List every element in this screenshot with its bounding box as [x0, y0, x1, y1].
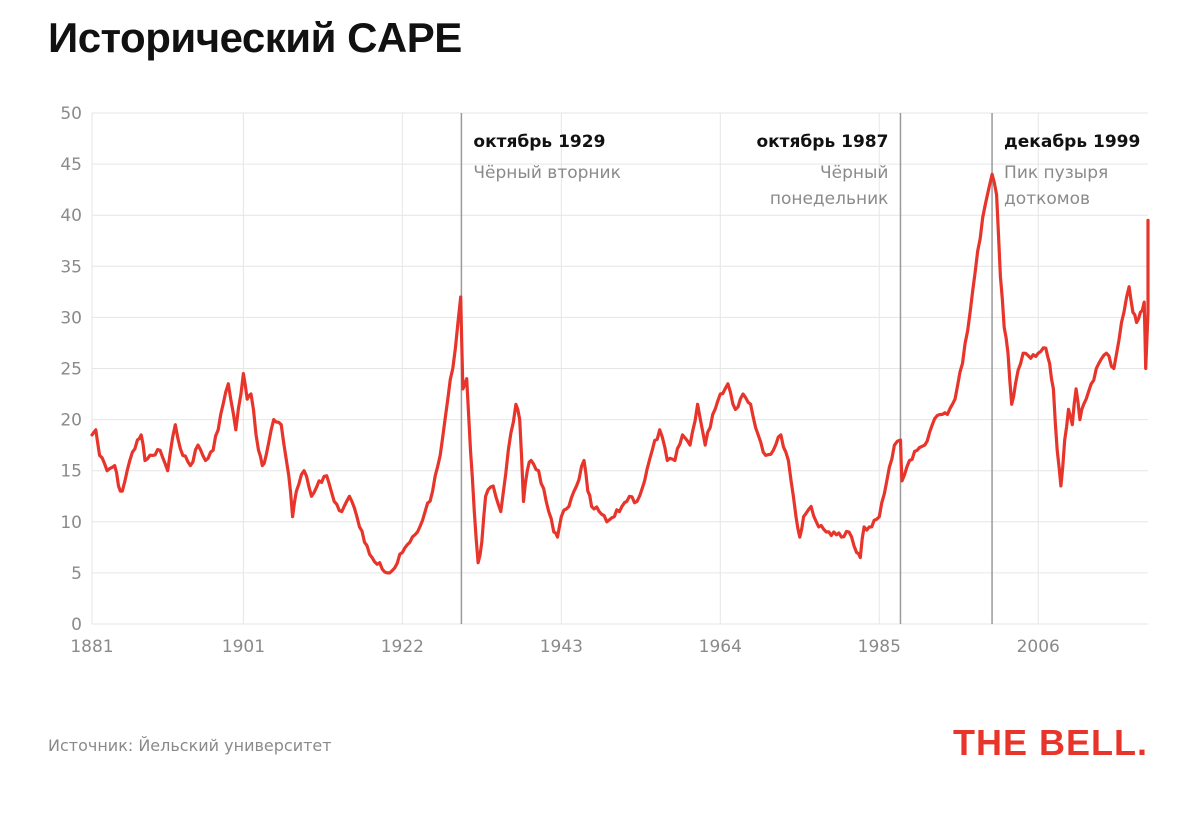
annotation-text: понедельник — [770, 189, 889, 209]
y-tick-label: 5 — [71, 564, 82, 584]
x-tick-label: 1985 — [858, 637, 901, 657]
y-tick-label: 10 — [60, 513, 82, 533]
annotation-text: Чёрный — [820, 163, 889, 183]
series-line-group — [90, 172, 1150, 575]
annotation-text: Пик пузыря — [1004, 163, 1108, 183]
y-tick-label: 25 — [60, 360, 82, 380]
cape-line-chart: 0 5 10 15 20 25 30 35 40 45 50 1881 1901 1922 1943 1964… — [60, 104, 1150, 657]
y-tick-label: 50 — [60, 104, 82, 124]
annotations: октябрь 1929 Чёрный вторник октябрь 1987 Чё… — [473, 132, 1140, 209]
x-tick-label: 1943 — [540, 637, 583, 657]
x-tick-label: 1922 — [381, 637, 424, 657]
y-tick-label: 0 — [71, 615, 82, 635]
axis-ticks: 0 5 10 15 20 25 30 35 40 45 50 1881 1901 1922 1943 1964… — [60, 104, 1060, 657]
y-tick-label: 15 — [60, 462, 82, 482]
x-tick-label: 1881 — [70, 637, 113, 657]
cape-series-line — [90, 172, 1150, 575]
source-note: Источник: Йельский университет — [48, 736, 332, 755]
annotation-title: октябрь 1929 — [473, 132, 605, 152]
x-tick-label: 1901 — [222, 637, 265, 657]
annotation-text: доткомов — [1004, 189, 1090, 209]
y-tick-label: 35 — [60, 257, 82, 277]
x-tick-label: 1964 — [699, 637, 742, 657]
page-title: Исторический CAPE — [48, 14, 462, 61]
annotation-title: октябрь 1987 — [756, 132, 888, 152]
annotation-title: декабрь 1999 — [1004, 132, 1140, 152]
grid — [91, 112, 1148, 625]
y-tick-label: 40 — [60, 206, 82, 226]
y-tick-label: 30 — [60, 308, 82, 328]
annotation-text: Чёрный вторник — [473, 163, 620, 183]
the-bell-logo: THE BELL. — [953, 722, 1148, 763]
y-tick-label: 20 — [60, 411, 82, 431]
x-tick-label: 2006 — [1017, 637, 1060, 657]
y-tick-label: 45 — [60, 155, 82, 175]
